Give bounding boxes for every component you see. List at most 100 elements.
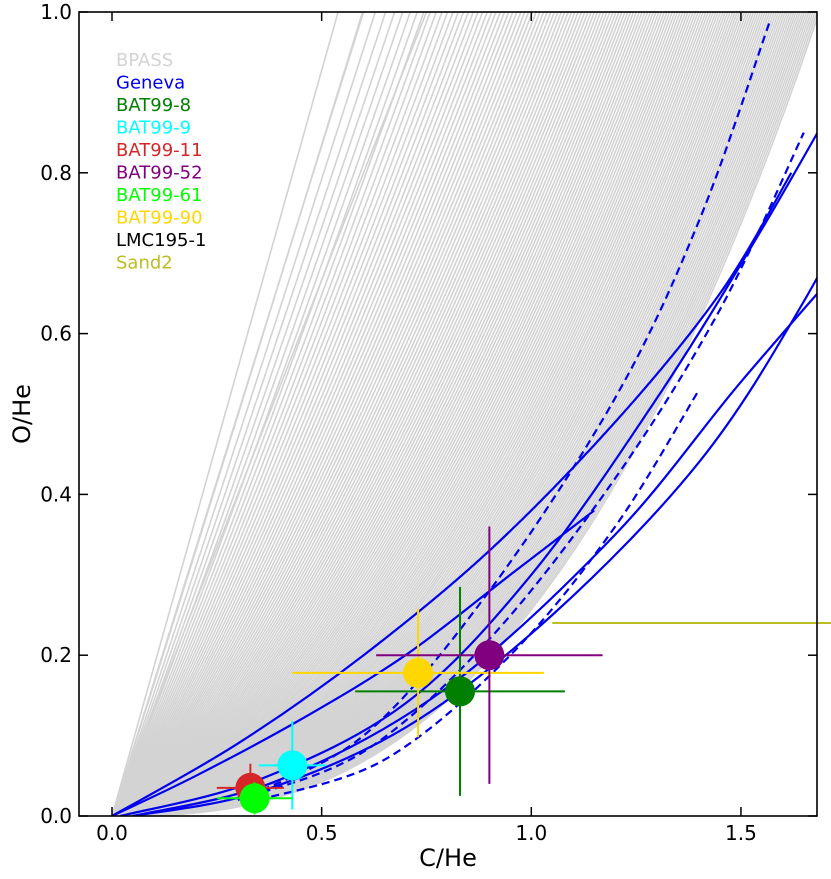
- bpass-track: [111, 12, 586, 816]
- bpass-track: [111, 12, 465, 816]
- bpass-track: [111, 12, 649, 816]
- bpass-track: [111, 12, 470, 816]
- legend-label-bpass: BPASS: [116, 50, 173, 71]
- bpass-track: [111, 12, 454, 816]
- bpass-track: [111, 12, 549, 816]
- bpass-track: [111, 12, 526, 816]
- legend-label-geneva: Geneva: [116, 73, 185, 94]
- bpass-track: [111, 12, 663, 816]
- bpass-track: [111, 12, 611, 816]
- geneva-track: [237, 132, 805, 801]
- bpass-track: [111, 12, 377, 816]
- geneva-track: [258, 389, 700, 801]
- bpass-track: [111, 12, 493, 816]
- bpass-track: [111, 12, 460, 816]
- bpass-track: [111, 12, 396, 816]
- legend-label-bat99-9: BAT99-9: [116, 118, 191, 139]
- data-points: [216, 526, 831, 815]
- marker-bat99-90: [403, 657, 434, 688]
- y-axis-label: O/He: [8, 384, 36, 444]
- bpass-track: [111, 12, 489, 816]
- x-tick-label: 1.5: [725, 821, 757, 845]
- bpass-track: [111, 12, 419, 816]
- bpass-track: [111, 12, 484, 816]
- marker-bat99-8: [445, 676, 476, 707]
- bpass-track: [111, 12, 566, 816]
- geneva-track: [111, 509, 595, 816]
- bpass-track: [111, 12, 646, 816]
- bpass-track: [111, 12, 534, 816]
- bpass-track: [111, 12, 428, 816]
- bpass-track: [111, 12, 538, 816]
- y-tick-label: 1.0: [40, 0, 72, 24]
- legend-label-bat99-90: BAT99-90: [116, 208, 203, 229]
- legend-label-bat99-52: BAT99-52: [116, 163, 203, 184]
- y-tick-label: 0.4: [40, 482, 72, 506]
- bpass-track: [111, 12, 559, 816]
- marker-bat99-9: [277, 750, 308, 781]
- legend: BPASSGenevaBAT99-8BAT99-9BAT99-11BAT99-5…: [116, 50, 206, 274]
- bpass-track: [111, 12, 404, 816]
- geneva-track: [132, 292, 817, 816]
- bpass-track: [111, 12, 449, 816]
- bpass-track: [111, 12, 339, 816]
- bpass-track: [111, 12, 596, 816]
- bpass-track: [111, 12, 599, 816]
- bpass-track: [111, 12, 570, 816]
- bpass-track: [111, 12, 614, 816]
- bpass-track: [111, 12, 502, 816]
- bpass-track: [111, 12, 518, 816]
- bpass-track: [111, 12, 514, 816]
- bpass-track: [111, 12, 576, 816]
- bpass-track: [111, 12, 629, 816]
- legend-label-lmc195-1: LMC195-1: [116, 230, 206, 251]
- bpass-track: [111, 12, 552, 816]
- bpass-track: [111, 12, 563, 816]
- bpass-track: [111, 12, 641, 816]
- legend-label-bat99-11: BAT99-11: [116, 140, 203, 161]
- bpass-track: [111, 12, 580, 816]
- bpass-track: [111, 12, 657, 816]
- geneva-track: [237, 19, 772, 801]
- geneva-track: [120, 131, 817, 816]
- y-tick-label: 0.8: [40, 161, 72, 185]
- y-tick-label: 0.2: [40, 643, 72, 667]
- bpass-track: [111, 16, 817, 816]
- legend-label-bat99-61: BAT99-61: [116, 185, 203, 206]
- bpass-track: [111, 12, 589, 816]
- bpass-track: [111, 12, 365, 816]
- marker-bat99-52: [474, 640, 505, 671]
- bpass-track: [111, 12, 545, 816]
- bpass-track: [111, 12, 497, 816]
- bpass-track: [111, 12, 431, 816]
- y-tick-label: 0.0: [40, 804, 72, 828]
- bpass-track: [111, 12, 387, 816]
- x-tick-label: 1.0: [515, 821, 547, 845]
- x-axis-label: C/He: [419, 844, 477, 872]
- bpass-track: [111, 12, 510, 816]
- bpass-track: [111, 12, 443, 816]
- plot-frame: [78, 11, 818, 817]
- bpass-track: [111, 12, 643, 816]
- x-tick-label: 0.5: [306, 821, 338, 845]
- bpass-track: [111, 12, 530, 816]
- bpass-track: [111, 12, 479, 816]
- y-tick-label: 0.6: [40, 322, 72, 346]
- bpass-track: [111, 12, 638, 816]
- bpass-track: [111, 12, 556, 816]
- geneva-track: [132, 275, 817, 816]
- axis-ticks: 0.00.51.01.52.02.53.00.00.20.40.60.81.0: [40, 0, 817, 845]
- marker-bat99-61: [239, 783, 270, 814]
- bpass-track: [111, 12, 438, 816]
- bpass-track: [111, 12, 652, 816]
- bpass-track: [111, 12, 602, 816]
- bpass-track: [111, 12, 475, 816]
- bpass-track: [111, 12, 583, 816]
- bpass-track: [111, 12, 506, 816]
- bpass-track: [111, 12, 425, 816]
- bpass-track: [111, 12, 593, 816]
- legend-label-sand2: Sand2: [116, 253, 173, 274]
- geneva-tracks: [111, 19, 817, 816]
- legend-label-bat99-8: BAT99-8: [116, 95, 191, 116]
